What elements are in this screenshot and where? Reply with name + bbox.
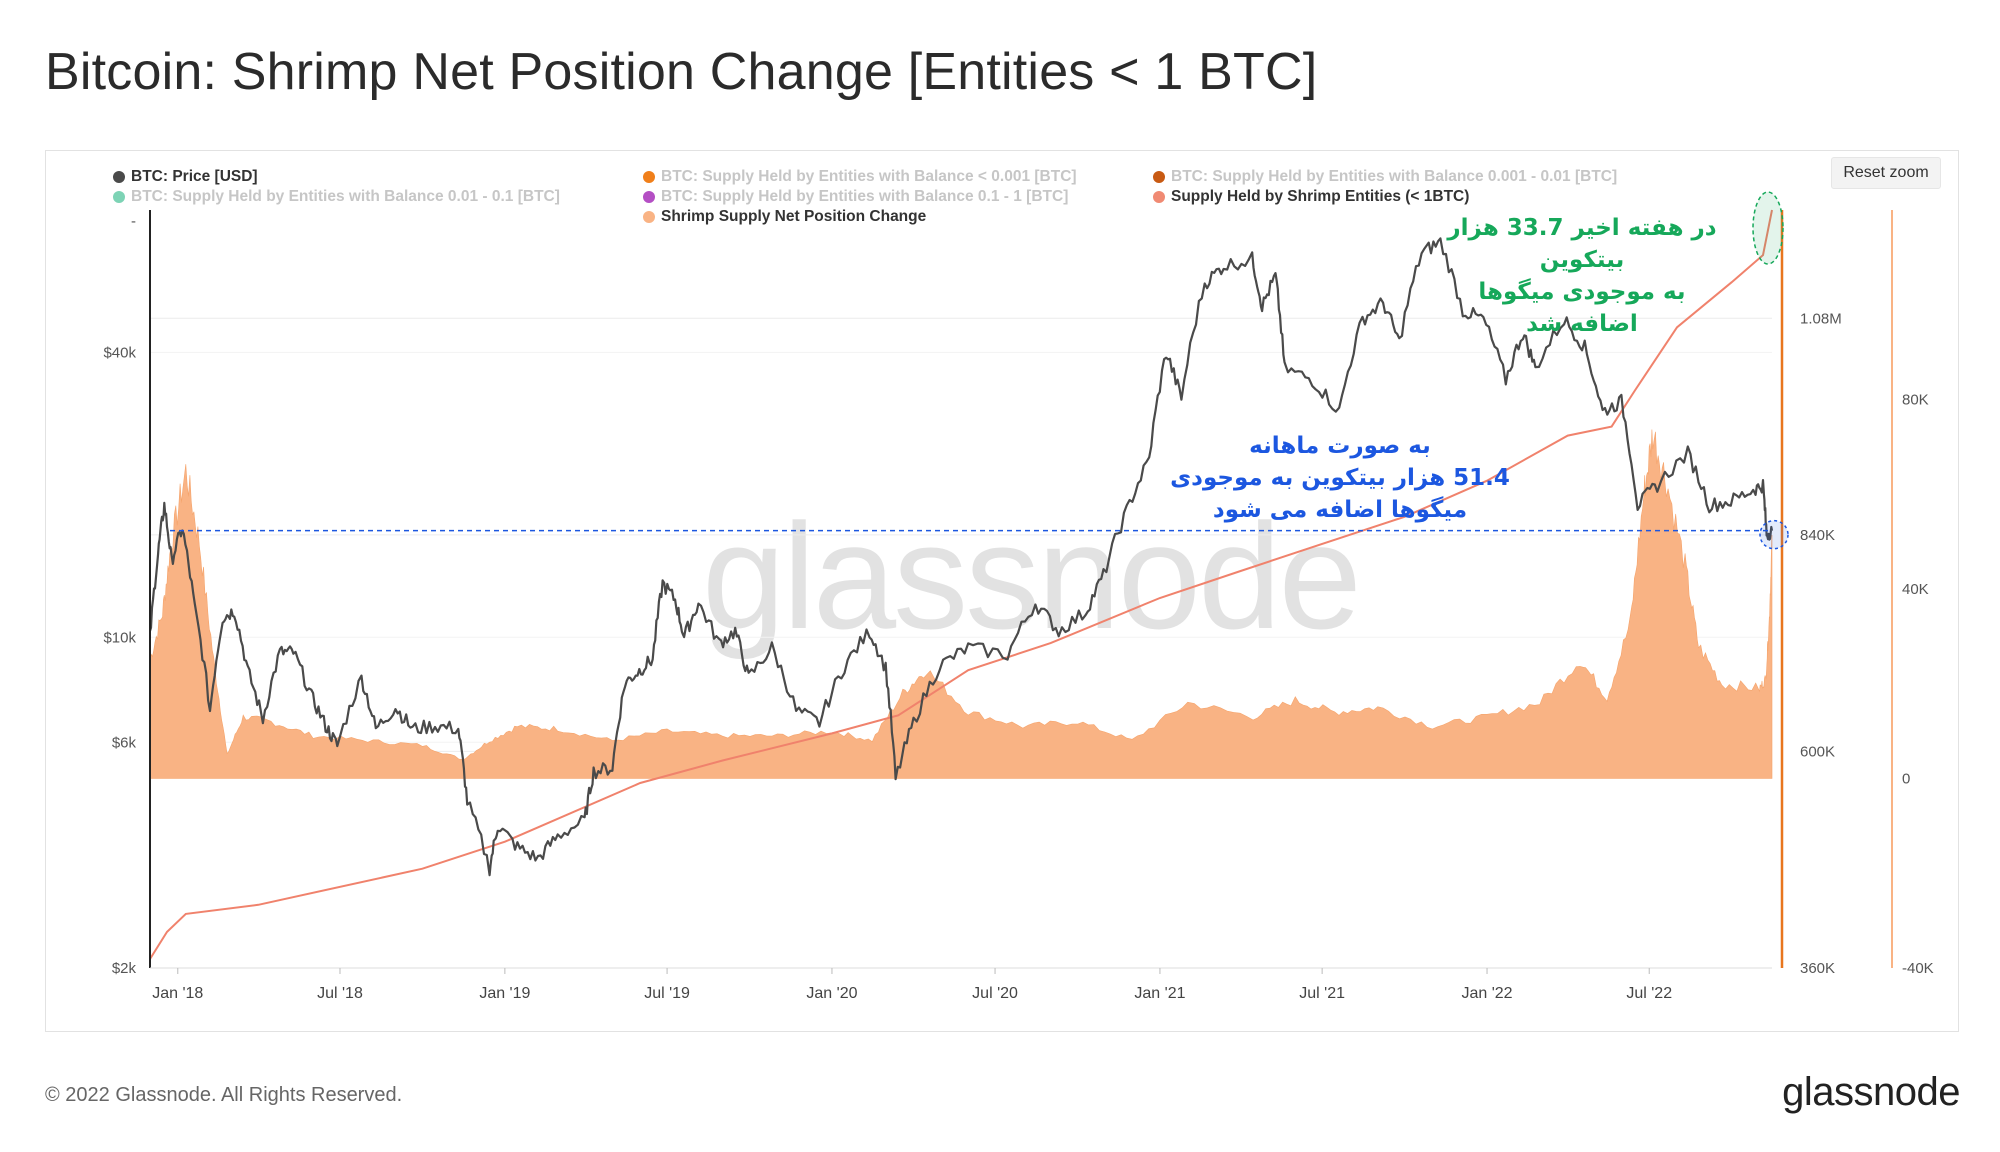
price-tick-label: $2k (112, 960, 137, 977)
net-change-area-layer (149, 429, 1773, 779)
legend-label: BTC: Supply Held by Entities with Balanc… (661, 188, 1069, 205)
annotation-weekly-line-3: اضافه شد (1526, 311, 1638, 337)
legend-color-dot (113, 171, 125, 183)
price-tick-label: $6k (112, 734, 137, 751)
supply-tick-label: 840K (1800, 527, 1835, 544)
x-tick-label: Jan '19 (479, 985, 530, 1002)
x-tick-label: Jul '18 (317, 985, 363, 1002)
net-change-tick-label: 80K (1902, 392, 1929, 409)
legend-label: Supply Held by Shrimp Entities (< 1BTC) (1171, 188, 1470, 205)
x-tick-label: Jan '22 (1461, 985, 1512, 1002)
x-tick-label: Jul '19 (644, 985, 690, 1002)
legend-item-0[interactable]: BTC: Price [USD] (113, 168, 258, 186)
legend-item-3[interactable]: BTC: Supply Held by Entities with Balanc… (113, 188, 560, 206)
latest-price-marker (1759, 519, 1789, 550)
supply-tick-label: 600K (1800, 743, 1835, 760)
annotation-monthly-line-3: میگوها اضافه می شود (1212, 497, 1468, 523)
net-change-tick-label: -40K (1902, 960, 1934, 977)
x-tick-label: Jan '18 (152, 985, 203, 1002)
legend-label: BTC: Supply Held by Entities with Balanc… (131, 188, 560, 205)
annotation-monthly-line-1: به صورت ماهانه (1249, 433, 1431, 459)
price-axis-top-label: - (131, 213, 136, 230)
legend-color-dot (643, 171, 655, 183)
legend-color-dot (643, 191, 655, 203)
series-net-change-area (149, 429, 1773, 779)
legend-item-4[interactable]: BTC: Supply Held by Entities with Balanc… (643, 188, 1068, 206)
supply-line-layer (149, 209, 1773, 960)
price-line-layer (148, 237, 1774, 877)
legend-label: BTC: Supply Held by Entities with Balanc… (1171, 168, 1618, 185)
x-tick-label: Jan '21 (1134, 985, 1185, 1002)
copyright-text: © 2022 Glassnode. All Rights Reserved. (45, 1084, 403, 1106)
x-tick-label: Jul '21 (1299, 985, 1345, 1002)
legend-color-dot (1153, 171, 1165, 183)
supply-tick-label: 1.08M (1800, 310, 1842, 327)
legend-color-dot (1153, 191, 1165, 203)
supply-tick-label: 360K (1800, 960, 1835, 977)
x-tick-label: Jan '20 (806, 985, 857, 1002)
series-shrimp-supply-line (149, 209, 1773, 960)
page-title: Bitcoin: Shrimp Net Position Change [Ent… (45, 43, 1318, 101)
legend-label: BTC: Price [USD] (131, 168, 258, 185)
legend-item-2[interactable]: BTC: Supply Held by Entities with Balanc… (1153, 168, 1617, 186)
annotation-weekly: در هفته اخیر 33.7 هزار بیتکوین به موجودی… (1432, 212, 1732, 340)
legend-label: BTC: Supply Held by Entities with Balanc… (661, 168, 1077, 185)
net-change-tick-label: 0 (1902, 771, 1910, 788)
legend-color-dot (113, 191, 125, 203)
net-change-tick-label: 40K (1902, 581, 1929, 598)
legend-item-5[interactable]: Supply Held by Shrimp Entities (< 1BTC) (1153, 188, 1469, 206)
legend-label: Shrimp Supply Net Position Change (661, 208, 927, 225)
series-btc-price-line (148, 237, 1774, 877)
legend-item-6[interactable]: Shrimp Supply Net Position Change (643, 208, 926, 226)
marker-layer (170, 191, 1789, 550)
reset-zoom-button[interactable]: Reset zoom (1831, 157, 1941, 189)
annotation-weekly-line-2: به موجودی میگوها (1478, 279, 1686, 305)
chart-frame (45, 150, 1959, 1032)
supply-uptick-highlight (1752, 191, 1784, 265)
legend-item-1[interactable]: BTC: Supply Held by Entities with Balanc… (643, 168, 1077, 186)
glassnode-logo[interactable]: glassnode (1782, 1070, 1960, 1114)
annotation-weekly-line-1: در هفته اخیر 33.7 هزار بیتکوین (1447, 215, 1717, 273)
legend-color-dot (643, 211, 655, 223)
grid-lines (150, 317, 1772, 969)
x-tick-label: Jul '20 (972, 985, 1018, 1002)
annotation-monthly: به صورت ماهانه 51.4 هزار بیتکوین به موجو… (1170, 430, 1510, 526)
price-tick-label: $40k (103, 344, 136, 361)
x-tick-label: Jul '22 (1626, 985, 1672, 1002)
price-tick-label: $10k (103, 629, 136, 646)
axes-layer: $2k $6k $10k $40k - 360K 600K 840K 1.08M -40K 0 40K… (103, 210, 1934, 1002)
annotation-monthly-line-2: 51.4 هزار بیتکوین به موجودی (1170, 465, 1510, 491)
legend: BTC: Price [USD] BTC: Supply Held by Enti… (113, 168, 1617, 228)
